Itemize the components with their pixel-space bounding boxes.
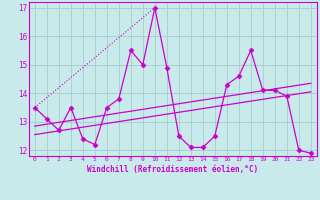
X-axis label: Windchill (Refroidissement éolien,°C): Windchill (Refroidissement éolien,°C) [87,165,258,174]
